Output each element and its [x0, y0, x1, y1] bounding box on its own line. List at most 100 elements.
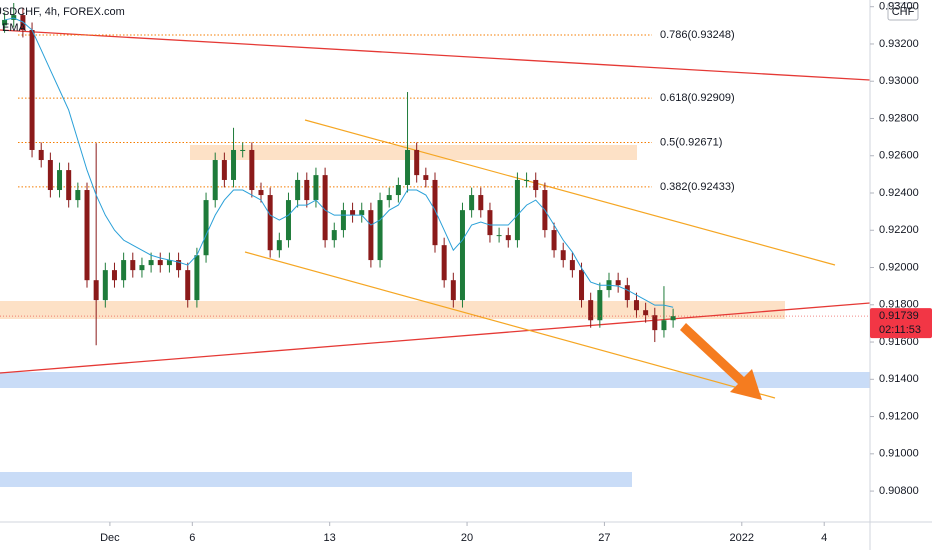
arrow [680, 323, 762, 400]
candle-body [478, 195, 484, 211]
candle-body [203, 200, 209, 256]
candle-body [221, 160, 227, 180]
candle-body [377, 200, 383, 261]
y-tick-label: 0.93400 [879, 1, 919, 13]
candle-body [322, 175, 328, 241]
candle-body [514, 179, 520, 241]
candle-body [285, 200, 291, 241]
candle-body [331, 230, 337, 241]
candle-body [350, 210, 356, 216]
candle-body [359, 210, 365, 216]
candle-body [386, 195, 392, 201]
candle-body [166, 260, 172, 266]
candle-body [414, 149, 420, 176]
fib-label: 0.5(0.92671) [660, 136, 722, 148]
candle-body [597, 290, 603, 321]
candle-body [57, 170, 63, 191]
y-tick-label: 0.92800 [879, 112, 919, 124]
plot-area: 0.786(0.93248) 0.618(0.92909) 0.5(0.92671)… [0, 2, 870, 487]
x-tick-label: 6 [189, 532, 195, 544]
candle-body [176, 260, 182, 271]
candle-body [661, 320, 667, 331]
x-tick-label: 2022 [730, 532, 754, 544]
y-tick-label: 0.91000 [879, 448, 919, 460]
candle-body [505, 235, 511, 241]
candle-body [185, 270, 191, 301]
x-tick-label: 4 [821, 532, 827, 544]
candle-body [459, 210, 465, 301]
x-tick-label: 27 [598, 532, 610, 544]
y-tick-label: 0.91400 [879, 373, 919, 385]
candle-body [130, 260, 136, 271]
target-zone [0, 472, 632, 487]
last-price-tag [870, 308, 932, 339]
candle-body [368, 210, 374, 261]
candle-body [496, 235, 502, 237]
candle-body [395, 184, 401, 196]
y-tick-label: 0.91200 [879, 410, 919, 422]
candle-body [423, 175, 429, 180]
candle-body [75, 190, 81, 201]
candle-body [66, 170, 72, 201]
candle-body [560, 250, 566, 261]
candle-body [258, 190, 264, 196]
candle-body [304, 179, 310, 201]
candle-body [84, 190, 90, 281]
candle-body [551, 230, 557, 251]
candle-body [643, 310, 649, 316]
ema-line [4, 17, 674, 308]
y-tick-label: 0.91800 [879, 299, 919, 311]
candle-body [524, 179, 530, 181]
candle-body [487, 210, 493, 236]
y-tick-label: 0.92200 [879, 224, 919, 236]
candle-body [212, 160, 218, 201]
target-zone [0, 372, 870, 388]
candle-body [533, 179, 539, 191]
candle-body [624, 285, 630, 301]
candle-body [469, 195, 475, 211]
candle-body [450, 280, 456, 301]
candle-body [441, 245, 447, 281]
candle-body [47, 160, 53, 191]
x-tick-label: 13 [324, 532, 336, 544]
candle-body [2, 19, 8, 26]
channel-line [244, 251, 776, 399]
y-tick-label: 0.91600 [879, 336, 919, 348]
candle-body [267, 195, 273, 251]
candle-body [111, 270, 117, 281]
countdown-label: 02:11:53 [879, 324, 921, 336]
candle-body [276, 240, 282, 251]
currency-label: CHF [892, 6, 915, 18]
y-tick-label: 0.92600 [879, 150, 919, 162]
candle-body [194, 255, 200, 301]
candle-body [652, 315, 658, 331]
candle-body [313, 175, 319, 201]
fib-label: 0.618(0.92909) [660, 92, 735, 104]
candle-body [240, 149, 246, 151]
candle-body [569, 260, 575, 271]
candle-body [588, 300, 594, 321]
candle-body [157, 260, 163, 266]
candle-body [139, 265, 145, 271]
x-tick-label: 20 [461, 532, 473, 544]
candle-body [249, 149, 255, 191]
y-tick-label: 0.93000 [879, 75, 919, 87]
legend-entry: EMA [2, 22, 27, 34]
candle-body [38, 149, 44, 161]
y-tick-label: 0.90800 [879, 485, 919, 497]
candle-body [432, 179, 438, 246]
candle-body [29, 29, 35, 150]
currency-button[interactable] [887, 2, 919, 21]
candle-body [340, 210, 346, 231]
x-tick-label: Dec [100, 532, 120, 544]
fib-label: 0.786(0.93248) [660, 29, 735, 41]
symbol-title: USDCHF, 4h, FOREX.com [0, 6, 125, 18]
y-tick-label: 0.92400 [879, 187, 919, 199]
last-price-label: 0.91739 [879, 310, 919, 322]
candle-body [579, 270, 585, 301]
candle-body [615, 280, 621, 286]
candle-body [121, 260, 127, 281]
candle-body [93, 280, 99, 301]
